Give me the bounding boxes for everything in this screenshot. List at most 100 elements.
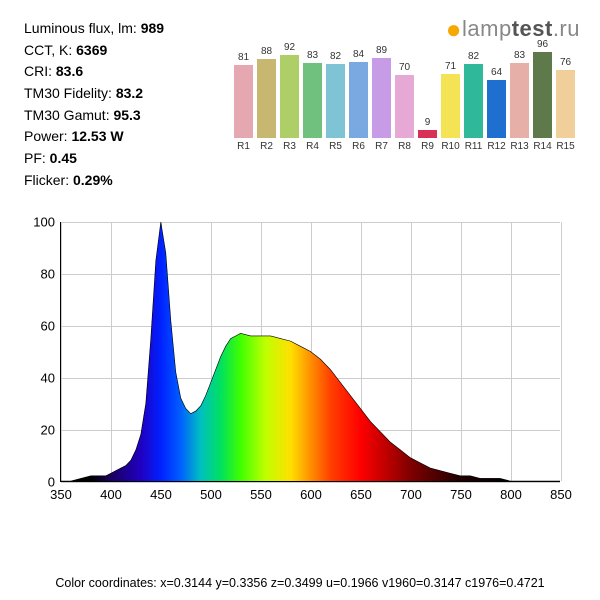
- cri-label: R11: [465, 141, 483, 152]
- cri-value: 64: [491, 67, 502, 78]
- cri-bar-rect: [464, 64, 483, 138]
- cri-label: R2: [260, 141, 273, 152]
- cri-bar-R12: 64 R12: [485, 67, 508, 152]
- cri-bar-R4: 83 R4: [301, 50, 324, 152]
- cri-value: 82: [330, 51, 341, 62]
- cri-value: 82: [468, 51, 479, 62]
- cri-bar-rect: [418, 130, 437, 138]
- cri-label: R7: [375, 141, 388, 152]
- cri-value: 83: [514, 50, 525, 61]
- logo-text-1: lamp: [462, 16, 512, 41]
- x-tick-label: 700: [400, 487, 422, 502]
- cri-bar-R13: 83 R13: [508, 50, 531, 152]
- stat-value: 0.29%: [73, 172, 113, 188]
- cri-label: R4: [306, 141, 319, 152]
- cri-label: R13: [510, 141, 528, 152]
- x-tick-label: 750: [450, 487, 472, 502]
- logo: ●lamptest.ru: [446, 14, 580, 45]
- stat-row: PF: 0.45: [24, 148, 224, 170]
- cri-bar-R14: 96R14: [531, 39, 554, 152]
- stat-label: PF:: [24, 150, 50, 166]
- cri-bar-R10: 71 R10: [439, 61, 462, 152]
- stat-label: CCT, K:: [24, 42, 76, 58]
- y-tick-label: 20: [41, 422, 55, 437]
- stat-row: CCT, K: 6369: [24, 40, 224, 62]
- cri-bar-R5: 82 R5: [324, 51, 347, 152]
- x-tick-label: 350: [50, 487, 72, 502]
- stat-label: Luminous flux, lm:: [24, 20, 141, 36]
- cri-value: 70: [399, 62, 410, 73]
- cri-value: 89: [376, 45, 387, 56]
- stat-value: 83.2: [116, 85, 143, 101]
- y-tick-label: 60: [41, 318, 55, 333]
- stat-row: Power: 12.53 W: [24, 126, 224, 148]
- cri-label: R5: [329, 141, 342, 152]
- logo-text-2: test: [512, 16, 553, 41]
- cri-bar-R8: 70 R8: [393, 62, 416, 152]
- cri-value: 76: [560, 57, 571, 68]
- cri-bar-R9: 9R9: [416, 117, 439, 152]
- y-tick-label: 100: [33, 214, 55, 229]
- cri-value: 84: [353, 49, 364, 60]
- cri-value: 92: [284, 42, 295, 53]
- stat-value: 95.3: [113, 107, 140, 123]
- stat-value: 12.53 W: [71, 128, 123, 144]
- cri-value: 88: [261, 46, 272, 57]
- stat-label: TM30 Fidelity:: [24, 85, 116, 101]
- cri-bar-R15: 76 R15: [554, 57, 577, 152]
- cri-bar-R11: 82 R11: [462, 51, 485, 152]
- stat-row: Luminous flux, lm: 989: [24, 18, 224, 40]
- stat-value: 0.45: [50, 150, 77, 166]
- cri-label: R15: [556, 141, 574, 152]
- cri-bar-rect: [533, 52, 552, 138]
- stat-row: TM30 Fidelity: 83.2: [24, 83, 224, 105]
- x-tick-label: 400: [100, 487, 122, 502]
- cri-bar-R7: 89 R7: [370, 45, 393, 152]
- stat-row: Flicker: 0.29%: [24, 170, 224, 192]
- cri-label: R6: [352, 141, 365, 152]
- stat-row: CRI: 83.6: [24, 61, 224, 83]
- cri-value: 71: [445, 61, 456, 72]
- x-tick-label: 650: [350, 487, 372, 502]
- cri-bar-rect: [556, 70, 575, 138]
- cri-bar-rect: [303, 63, 322, 138]
- stat-value: 83.6: [56, 63, 83, 79]
- cri-bar-rect: [257, 59, 276, 138]
- cri-label: R3: [283, 141, 296, 152]
- cri-bar-rect: [395, 75, 414, 138]
- cri-value: 83: [307, 50, 318, 61]
- cri-label: R12: [487, 141, 505, 152]
- x-tick-label: 800: [500, 487, 522, 502]
- cri-bar-R1: 81R1: [232, 52, 255, 152]
- cri-label: R10: [441, 141, 459, 152]
- cri-label: R14: [533, 141, 551, 152]
- color-coordinates: Color coordinates: x=0.3144 y=0.3356 z=0…: [0, 576, 600, 590]
- cri-label: R8: [398, 141, 411, 152]
- cri-label: R9: [421, 141, 434, 152]
- stat-label: TM30 Gamut:: [24, 107, 113, 123]
- x-tick-label: 600: [300, 487, 322, 502]
- stats-block: Luminous flux, lm: 989CCT, K: 6369CRI: 8…: [24, 18, 224, 192]
- cri-bar-rect: [234, 65, 253, 138]
- stat-row: TM30 Gamut: 95.3: [24, 105, 224, 127]
- cri-bar-rect: [349, 62, 368, 138]
- cri-bar-rect: [372, 58, 391, 138]
- x-tick-label: 500: [200, 487, 222, 502]
- spectrum-chart: 0204060801003504004505005506006507007508…: [24, 216, 576, 516]
- cri-bar-R3: 92 R3: [278, 42, 301, 152]
- x-tick-label: 850: [550, 487, 572, 502]
- y-tick-label: 40: [41, 370, 55, 385]
- cri-bar-rect: [326, 64, 345, 138]
- cri-bar-rect: [280, 55, 299, 138]
- cri-bar-rect: [510, 63, 529, 138]
- cri-bar-rect: [441, 74, 460, 138]
- cri-label: R1: [237, 141, 250, 152]
- cri-bar-rect: [487, 80, 506, 138]
- spectrum-svg: [61, 222, 560, 481]
- stat-label: CRI:: [24, 63, 56, 79]
- stat-label: Power:: [24, 128, 71, 144]
- bulb-icon: ●: [446, 14, 462, 44]
- stat-value: 989: [141, 20, 164, 36]
- y-tick-label: 80: [41, 266, 55, 281]
- cri-bar-R6: 84 R6: [347, 49, 370, 152]
